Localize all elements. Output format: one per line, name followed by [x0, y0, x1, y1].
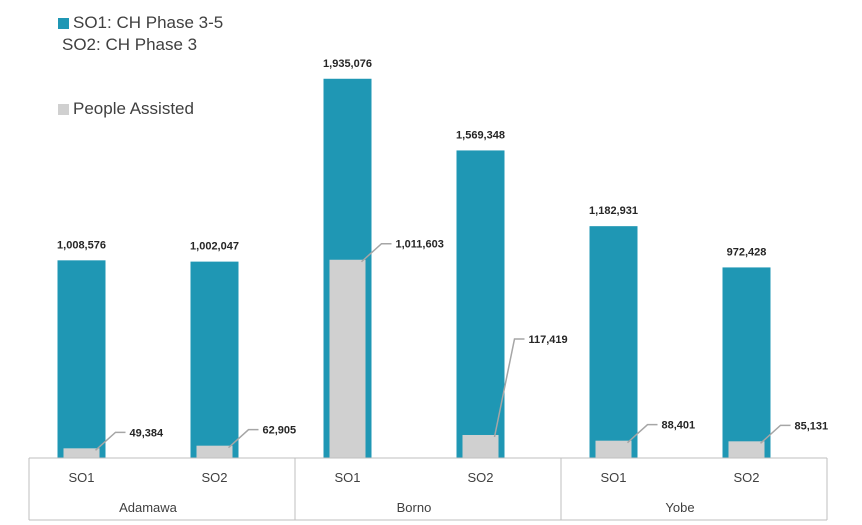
- category-label-1: SO2: [201, 470, 227, 485]
- legend-swatch-series1: [58, 17, 69, 29]
- bar-series2-2: [329, 259, 366, 458]
- category-label-5: SO2: [733, 470, 759, 485]
- data-label-series2-4: 88,401: [662, 420, 696, 432]
- data-label-series2-5: 85,131: [795, 420, 829, 432]
- data-label-series1-1: 1,002,047: [190, 241, 239, 253]
- data-label-series2-2: 1,011,603: [396, 239, 444, 251]
- data-label-series2-3: 117,419: [529, 334, 568, 346]
- category-label-0: SO1: [68, 470, 94, 485]
- data-label-series2-0: 49,384: [130, 427, 165, 439]
- data-label-series1-3: 1,569,348: [456, 129, 505, 141]
- leader-line-2: [360, 242, 392, 263]
- bar-series2-3: [462, 434, 499, 458]
- legend-item-series2: People Assisted: [58, 98, 223, 120]
- leader-line-4: [626, 423, 658, 444]
- bar-series1-3: [456, 150, 505, 458]
- bar-series2-1: [196, 445, 233, 458]
- data-label-series2-1: 62,905: [263, 425, 297, 437]
- data-label-series1-0: 1,008,576: [57, 239, 106, 251]
- leader-line-3: [493, 338, 525, 438]
- bar-series2-0: [63, 448, 100, 458]
- legend: SO1: CH Phase 3-5 SO2: CH Phase 3 People…: [58, 12, 223, 120]
- leader-line-0: [94, 431, 126, 451]
- group-label-yobe: Yobe: [665, 500, 694, 515]
- bar-series1-0: [57, 260, 106, 458]
- bar-series2-5: [728, 441, 765, 458]
- legend-label-series2: People Assisted: [73, 99, 194, 118]
- data-label-series1-5: 972,428: [727, 246, 767, 258]
- category-label-3: SO2: [467, 470, 493, 485]
- data-label-series1-2: 1,935,076: [323, 58, 372, 70]
- bar-series2-4: [595, 440, 632, 458]
- legend-item-series1: SO1: CH Phase 3-5: [58, 12, 223, 34]
- bar-series1-5: [722, 267, 771, 458]
- group-label-adamawa: Adamawa: [119, 500, 178, 515]
- category-label-2: SO1: [334, 470, 360, 485]
- legend-swatch-series2: [58, 103, 69, 115]
- legend-label-series1-sub: SO2: CH Phase 3: [62, 35, 198, 54]
- leader-line-1: [227, 428, 259, 449]
- bar-series1-4: [589, 226, 638, 458]
- leader-line-5: [759, 424, 791, 444]
- legend-label-series1: SO1: CH Phase 3-5: [73, 13, 224, 32]
- data-label-series1-4: 1,182,931: [589, 205, 638, 217]
- category-label-4: SO1: [600, 470, 626, 485]
- group-label-borno: Borno: [397, 500, 432, 515]
- bar-series1-1: [190, 261, 239, 458]
